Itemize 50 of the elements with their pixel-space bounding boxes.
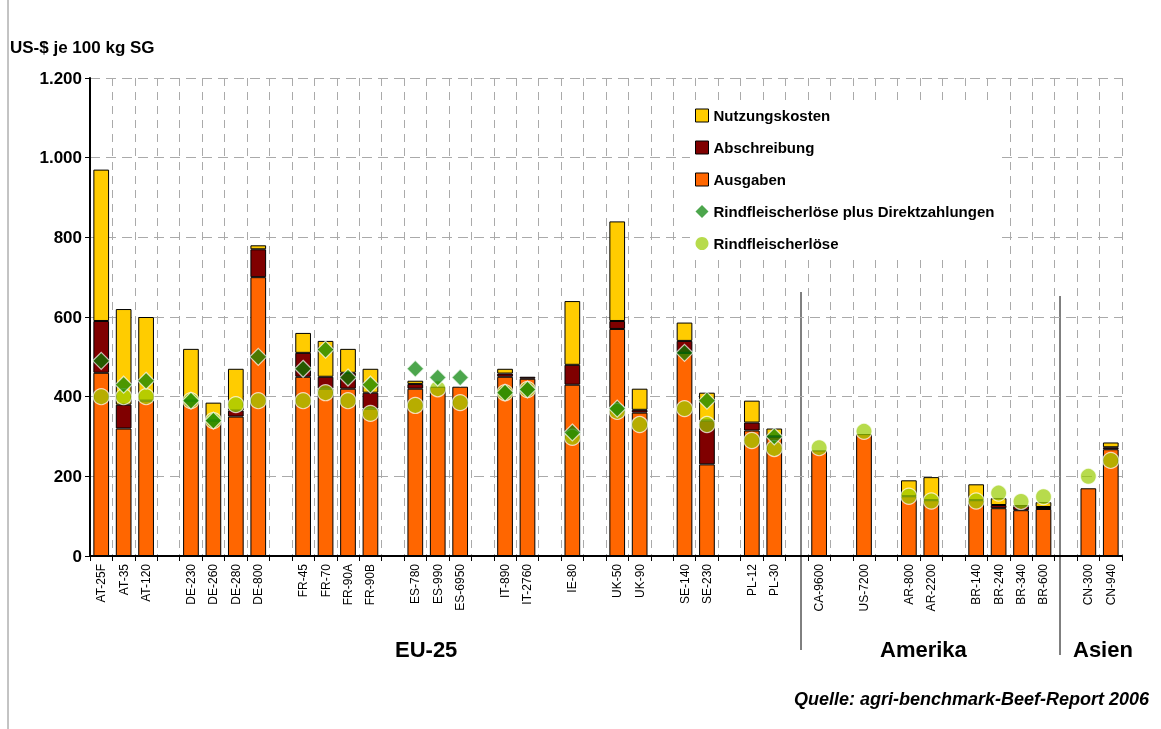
x-tick-label: BR-240 — [991, 563, 1006, 605]
legend-label: Ausgaben — [713, 171, 787, 188]
x-tick-label: US-7200 — [857, 563, 871, 612]
x-tick-label: CN-300 — [1081, 563, 1096, 606]
x-tick-label: FR-70 — [318, 563, 333, 598]
x-tick-label: FR-90B — [363, 564, 378, 606]
x-tick-label: SE-230 — [699, 563, 714, 605]
x-tick-label: DE-280 — [228, 563, 243, 605]
y-tick-label: 600 — [53, 307, 82, 327]
x-tick-label: PL-12 — [744, 563, 759, 597]
legend-label: Nutzungskosten — [713, 107, 831, 124]
y-tick-label: 1.000 — [39, 148, 82, 168]
y-tick-label: 800 — [53, 227, 82, 247]
x-tick-label: IT-2760 — [520, 563, 535, 605]
x-tick-label: ES-780 — [408, 563, 423, 605]
y-tick-label: 400 — [53, 387, 82, 407]
x-tick-label: BR-600 — [1036, 563, 1051, 605]
x-tick-label: FR-90A — [341, 564, 355, 606]
x-tick-label: DE-800 — [251, 563, 266, 605]
x-tick-label: UK-50 — [610, 563, 625, 599]
x-tick-label: DE-260 — [206, 563, 221, 605]
x-tick-label: AT-35 — [116, 563, 131, 596]
x-tick-label: BR-340 — [1014, 563, 1029, 605]
x-tick-label: IT-890 — [498, 563, 513, 599]
text: EU-25 — [395, 636, 458, 662]
x-tick-label: CA-9600 — [812, 563, 827, 612]
x-tick-label: AT-25F — [94, 564, 109, 603]
y-tick-label: 1.200 — [39, 68, 82, 88]
legend-label: Rindfleischerlöse plus Direktzahlungen — [713, 203, 995, 220]
y-tick-label: 0 — [72, 546, 82, 566]
x-tick-label: DE-230 — [183, 563, 198, 605]
x-tick-label: SE-140 — [677, 563, 692, 605]
x-tick-label: CN-940 — [1103, 563, 1118, 606]
x-tick-label: UK-90 — [632, 563, 647, 599]
legend-label: Abschreibung — [713, 139, 815, 156]
text: Asien — [1073, 636, 1133, 662]
x-tick-label: ES-6950 — [453, 563, 468, 611]
x-tick-label: PL-30 — [767, 563, 782, 597]
x-tick-label: FR-45 — [296, 563, 311, 598]
x-tick-label: ES-990 — [430, 563, 445, 605]
y-tick-label: 200 — [53, 466, 82, 486]
x-tick-label: BR-140 — [969, 563, 984, 605]
x-tick-label: AT-120 — [139, 563, 154, 602]
text: Amerika — [880, 636, 968, 662]
legend-label: Rindfleischerlöse — [713, 235, 839, 252]
source-note: Quelle: agri-benchmark-Beef-Report 2006 — [793, 689, 1150, 709]
y-axis-title: US-$ je 100 kg SG — [10, 38, 155, 57]
x-tick-label: AR-800 — [901, 563, 916, 605]
x-tick-label: AR-2200 — [924, 563, 939, 612]
x-tick-label: IE-80 — [565, 563, 580, 593]
